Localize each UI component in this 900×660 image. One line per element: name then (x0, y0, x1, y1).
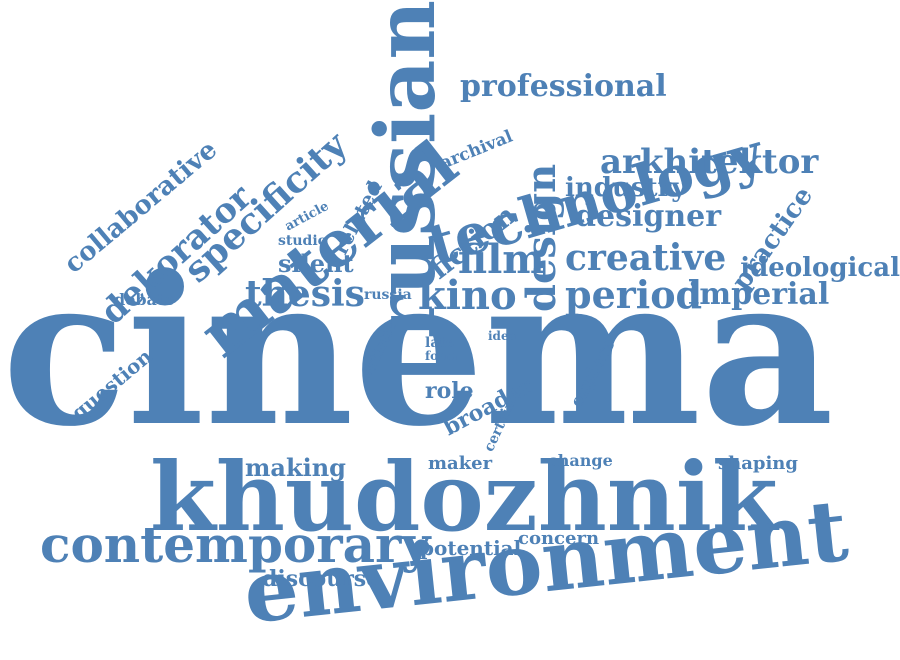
word-imperial: imperial (688, 277, 830, 312)
word-idea: idea (488, 329, 517, 343)
word-late: late (425, 335, 455, 351)
word-khudozhnik: khudozhnik (150, 442, 778, 553)
word-russia: russia (364, 287, 412, 303)
word-arkhitektor: arkhitektor (600, 142, 819, 182)
word-role: role (425, 378, 474, 404)
word-period: period (565, 272, 703, 317)
word-ideological: ideological (740, 253, 900, 283)
word-making: making (245, 453, 346, 482)
word-change: change (548, 451, 613, 470)
word-contemporary: contemporary (40, 515, 431, 574)
word-silent: silent (278, 249, 354, 278)
word-studio: studio (278, 233, 327, 249)
word-debate: debate (114, 290, 175, 309)
word-potential: potential (420, 536, 522, 560)
word-kino: kino (418, 272, 517, 319)
word-designer: designer (575, 199, 722, 234)
word-professional: professional (460, 69, 667, 104)
word-film: film (458, 236, 545, 283)
word-concern: concern (518, 528, 600, 549)
word-shaping: shaping (718, 453, 798, 474)
word-creative: creative (565, 237, 727, 279)
word-thesis: thesis (245, 273, 365, 315)
word-cinema: cinema (2, 232, 834, 472)
word-discourse: discourse (262, 566, 381, 592)
word-maker: maker (428, 453, 493, 474)
word-industry: industry (565, 173, 687, 203)
word-form: form (425, 349, 458, 363)
